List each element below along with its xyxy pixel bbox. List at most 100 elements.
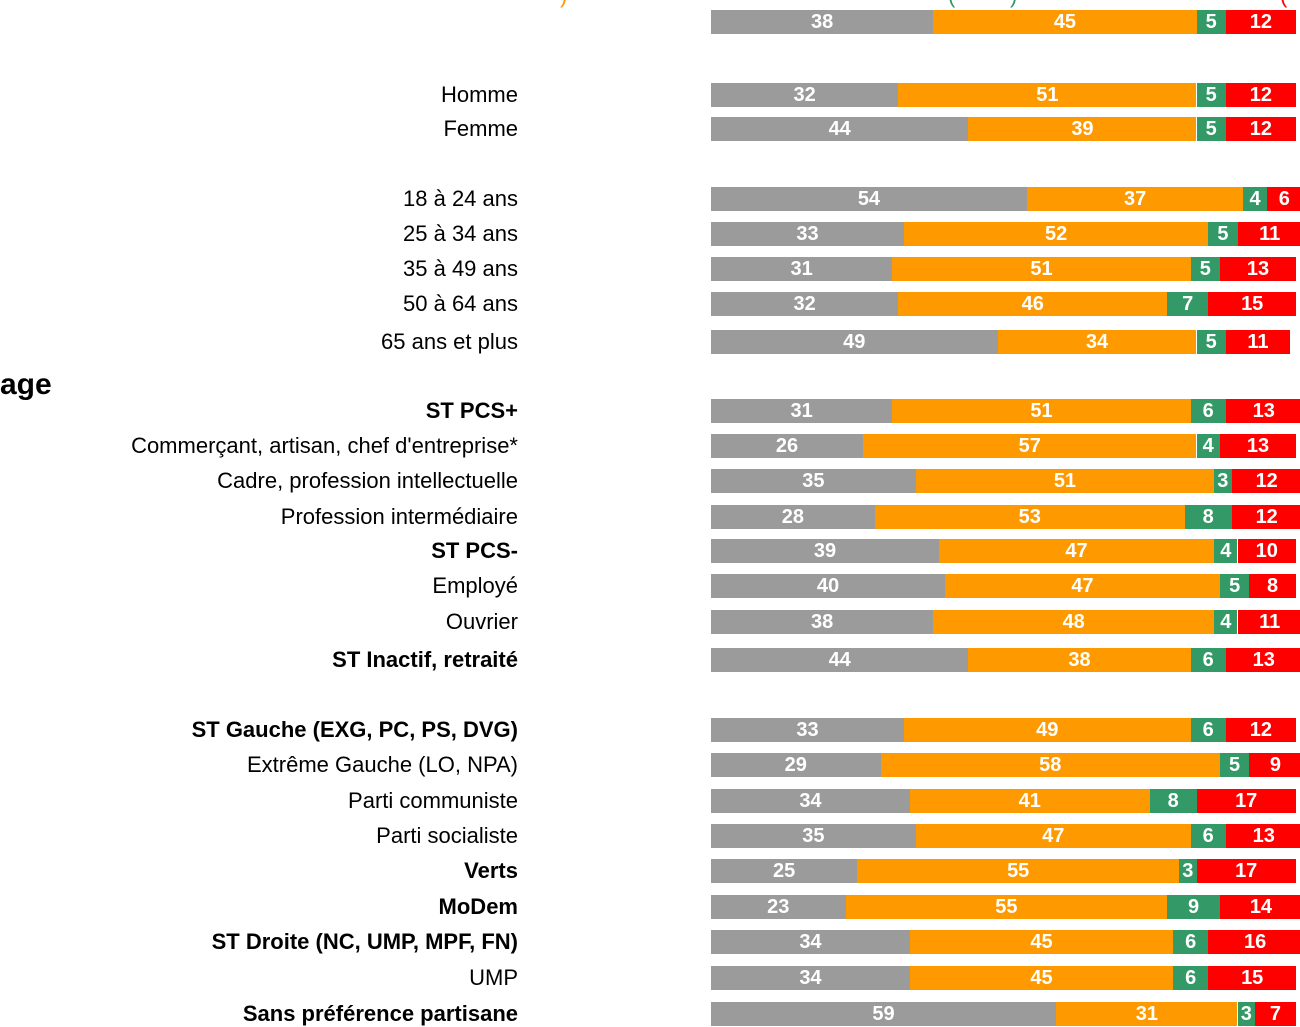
data-label: 58 [1039,753,1061,777]
data-label: 11 [1259,610,1280,634]
bar-segment: 38 [711,610,933,634]
data-label: 12 [1250,83,1272,107]
bar-segment: 5 [1197,330,1226,354]
data-label: 9 [1270,753,1281,777]
data-label: 6 [1185,930,1196,954]
data-label: 32 [793,83,815,107]
data-label: 52 [1045,222,1067,246]
bar-segment: 34 [711,966,910,990]
bar-segment: 33 [711,222,904,246]
category-label: ST PCS- [0,538,518,564]
clipped-top-text: ) [560,0,567,6]
data-label: 39 [814,539,836,563]
data-label: 5 [1206,117,1217,141]
bar-segment: 47 [945,574,1220,598]
data-label: 25 [773,859,795,883]
category-label: Cadre, profession intellectuelle [0,468,518,494]
data-label: 34 [799,966,821,990]
bar-segment: 6 [1173,930,1208,954]
data-label: 44 [829,117,851,141]
bar-segment: 9 [1249,753,1300,777]
category-label: Parti communiste [0,788,518,814]
data-label: 4 [1220,539,1231,563]
data-label: 53 [1019,505,1041,529]
bar-segment: 28 [711,505,875,529]
category-label: 35 à 49 ans [0,256,518,282]
data-label: 31 [791,257,813,281]
data-label: 49 [1036,718,1058,742]
bar-segment: 49 [904,718,1191,742]
data-label: 38 [1068,648,1090,672]
bar-segment: 34 [711,789,910,813]
data-label: 48 [1063,610,1085,634]
category-label: ST Droite (NC, UMP, MPF, FN) [0,929,518,955]
bar-segment: 44 [711,117,968,141]
data-label: 47 [1065,539,1087,563]
category-label: Verts [0,858,518,884]
bar-segment: 12 [1226,117,1296,141]
category-label: Parti socialiste [0,823,518,849]
data-label: 5 [1229,753,1240,777]
bar-segment: 6 [1191,718,1226,742]
data-label: 3 [1217,469,1228,493]
bar-segment: 17 [1197,789,1296,813]
data-label: 57 [1019,434,1041,458]
data-label: 54 [858,187,880,211]
category-label: 50 à 64 ans [0,291,518,317]
data-label: 4 [1203,434,1214,458]
bar-segment: 39 [968,117,1196,141]
category-label: 65 ans et plus [0,329,518,355]
bar-segment: 35 [711,469,916,493]
bar-segment: 39 [711,539,939,563]
clipped-top-text: ( [1280,0,1287,6]
category-label: 18 à 24 ans [0,186,518,212]
data-label: 13 [1253,648,1275,672]
bar-segment: 59 [711,1002,1056,1026]
data-label: 4 [1250,187,1261,211]
bar-segment: 45 [910,930,1173,954]
bar-segment: 12 [1226,718,1296,742]
data-label: 34 [1086,330,1108,354]
bar-segment: 14 [1220,895,1300,919]
bar-segment: 13 [1220,434,1296,458]
data-label: 26 [776,434,798,458]
data-label: 28 [782,505,804,529]
data-label: 5 [1206,83,1217,107]
data-label: 6 [1185,966,1196,990]
data-label: 11 [1259,222,1280,246]
bar-segment: 5 [1220,753,1249,777]
data-label: 12 [1256,505,1278,529]
data-label: 15 [1241,966,1263,990]
bar-segment: 5 [1197,10,1226,34]
data-label: 13 [1253,399,1275,423]
bar-segment: 13 [1220,257,1296,281]
bar-segment: 52 [904,222,1208,246]
bar-segment: 32 [711,292,898,316]
data-label: 35 [802,469,824,493]
bar-segment: 3 [1238,1002,1256,1026]
data-label: 45 [1054,10,1076,34]
bar-segment: 37 [1027,187,1243,211]
data-label: 41 [1019,789,1041,813]
bar-segment: 57 [863,434,1196,458]
section-label: age [0,368,52,402]
data-label: 16 [1244,930,1266,954]
data-label: 51 [1036,83,1058,107]
bar-segment: 11 [1238,222,1300,246]
data-label: 7 [1270,1002,1281,1026]
data-label: 33 [796,718,818,742]
category-label: UMP [0,965,518,991]
bar-segment: 44 [711,648,968,672]
bar-segment: 31 [1056,1002,1237,1026]
bar-segment: 12 [1226,83,1296,107]
bar-segment: 51 [892,399,1190,423]
bar-segment: 40 [711,574,945,598]
bar-segment: 41 [910,789,1150,813]
data-label: 7 [1182,292,1193,316]
category-label: Femme [0,116,518,142]
data-label: 31 [791,399,813,423]
data-label: 6 [1203,718,1214,742]
bar-segment: 5 [1220,574,1249,598]
bar-segment: 53 [875,505,1185,529]
